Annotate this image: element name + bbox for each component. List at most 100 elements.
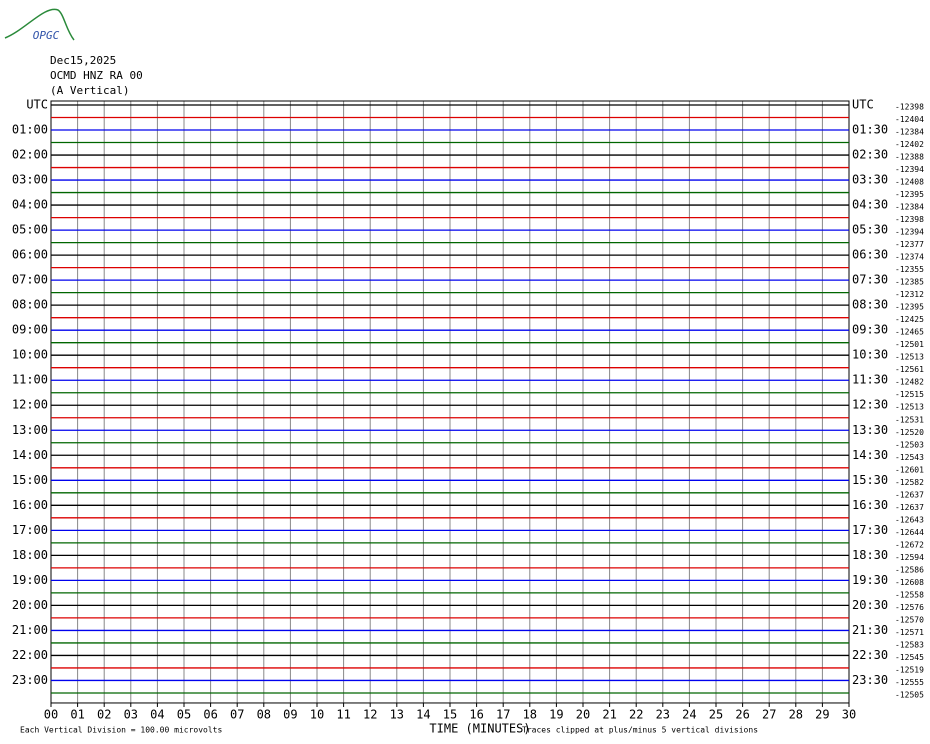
trace-offset: -12555 [895,678,924,687]
right-time-label: 23:30 [852,673,888,687]
trace-offset: -12570 [895,615,924,624]
clip-note: Traces clipped at plus/minus 5 vertical … [522,726,758,735]
x-tick-label: 19 [549,707,563,721]
right-time-label: 20:30 [852,598,888,612]
left-time-label: 06:00 [12,248,48,262]
right-time-label: 19:30 [852,573,888,587]
right-time-label: 09:30 [852,323,888,337]
left-time-label: UTC [26,98,48,112]
left-time-label: 13:00 [12,423,48,437]
x-tick-label: 27 [762,707,776,721]
right-time-label: 15:30 [852,473,888,487]
trace-offset: -12513 [895,353,924,362]
x-tick-label: 07 [230,707,244,721]
date: Dec15,2025 [50,54,116,67]
trace-offset: -12582 [895,478,924,487]
trace-offset: -12545 [895,653,924,662]
trace-offset: -12601 [895,465,924,474]
left-time-label: 05:00 [12,223,48,237]
left-time-label: 09:00 [12,323,48,337]
x-tick-label: 18 [523,707,537,721]
left-time-label: 03:00 [12,173,48,187]
trace-offset: -12465 [895,328,924,337]
x-tick-label: 10 [310,707,324,721]
trace-offset: -12402 [895,140,924,149]
left-time-label: 20:00 [12,598,48,612]
x-tick-label: 08 [257,707,271,721]
trace-offset: -12384 [895,128,924,137]
x-tick-label: 21 [602,707,616,721]
left-time-label: 10:00 [12,348,48,362]
x-tick-label: 14 [416,707,430,721]
trace-offset: -12394 [895,165,924,174]
trace-offset: -12312 [895,290,924,299]
right-time-label: 17:30 [852,523,888,537]
trace-offset: -12513 [895,403,924,412]
left-time-label: 02:00 [12,148,48,162]
left-time-label: 23:00 [12,673,48,687]
plot-frame [50,100,850,704]
trace-offset: -12377 [895,240,924,249]
right-time-label: 13:30 [852,423,888,437]
left-time-label: 17:00 [12,523,48,537]
x-tick-label: 26 [735,707,749,721]
x-tick-label: 24 [682,707,696,721]
trace-offset: -12355 [895,265,924,274]
right-time-label: 03:30 [852,173,888,187]
left-time-label: 12:00 [12,398,48,412]
trace-offset: -12425 [895,315,924,324]
left-time-label: 08:00 [12,298,48,312]
x-tick-label: 17 [496,707,510,721]
trace-offset: -12561 [895,365,924,374]
trace-offset: -12398 [895,215,924,224]
x-tick-label: 03 [124,707,138,721]
x-tick-label: 29 [815,707,829,721]
left-time-label: 01:00 [12,123,48,137]
right-time-label: 10:30 [852,348,888,362]
x-tick-label: 13 [390,707,404,721]
trace-offset: -12594 [895,553,924,562]
x-axis-label: TIME (MINUTES) [429,722,530,736]
trace-offset: -12644 [895,528,924,537]
x-tick-label: 22 [629,707,643,721]
left-time-label: 19:00 [12,573,48,587]
scale-note: Each Vertical Division = 100.00 microvol… [20,726,222,735]
right-time-label: 02:30 [852,148,888,162]
left-time-label: 16:00 [12,498,48,512]
logo-curve [4,8,75,41]
right-time-label: 16:30 [852,498,888,512]
left-time-label: 14:00 [12,448,48,462]
right-time-label: 14:30 [852,448,888,462]
trace-offset: -12608 [895,578,924,587]
trace-offset: -12394 [895,228,924,237]
left-time-label: 15:00 [12,473,48,487]
trace-offset: -12388 [895,153,924,162]
right-time-label: UTC [852,98,874,112]
trace-offset: -12374 [895,253,924,262]
component: (A Vertical) [50,84,129,97]
x-tick-label: 04 [150,707,164,721]
x-tick-label: 28 [789,707,803,721]
trace-offset: -12395 [895,190,924,199]
right-time-label: 01:30 [852,123,888,137]
trace-offset: -12583 [895,640,924,649]
station: OCMD HNZ RA 00 [50,69,143,82]
trace-offset: -12558 [895,590,924,599]
right-time-label: 04:30 [852,198,888,212]
left-time-label: 07:00 [12,273,48,287]
trace-offset: -12505 [895,690,924,699]
x-tick-label: 02 [97,707,111,721]
trace-offset: -12501 [895,340,924,349]
trace-offset: -12515 [895,390,924,399]
logo: OPGC [33,29,60,42]
left-time-label: 04:00 [12,198,48,212]
trace-offset: -12543 [895,453,924,462]
trace-offset: -12404 [895,115,924,124]
right-time-label: 18:30 [852,548,888,562]
right-time-label: 21:30 [852,623,888,637]
trace-offset: -12482 [895,378,924,387]
right-time-label: 08:30 [852,298,888,312]
x-tick-label: 15 [443,707,457,721]
x-tick-label: 00 [44,707,58,721]
